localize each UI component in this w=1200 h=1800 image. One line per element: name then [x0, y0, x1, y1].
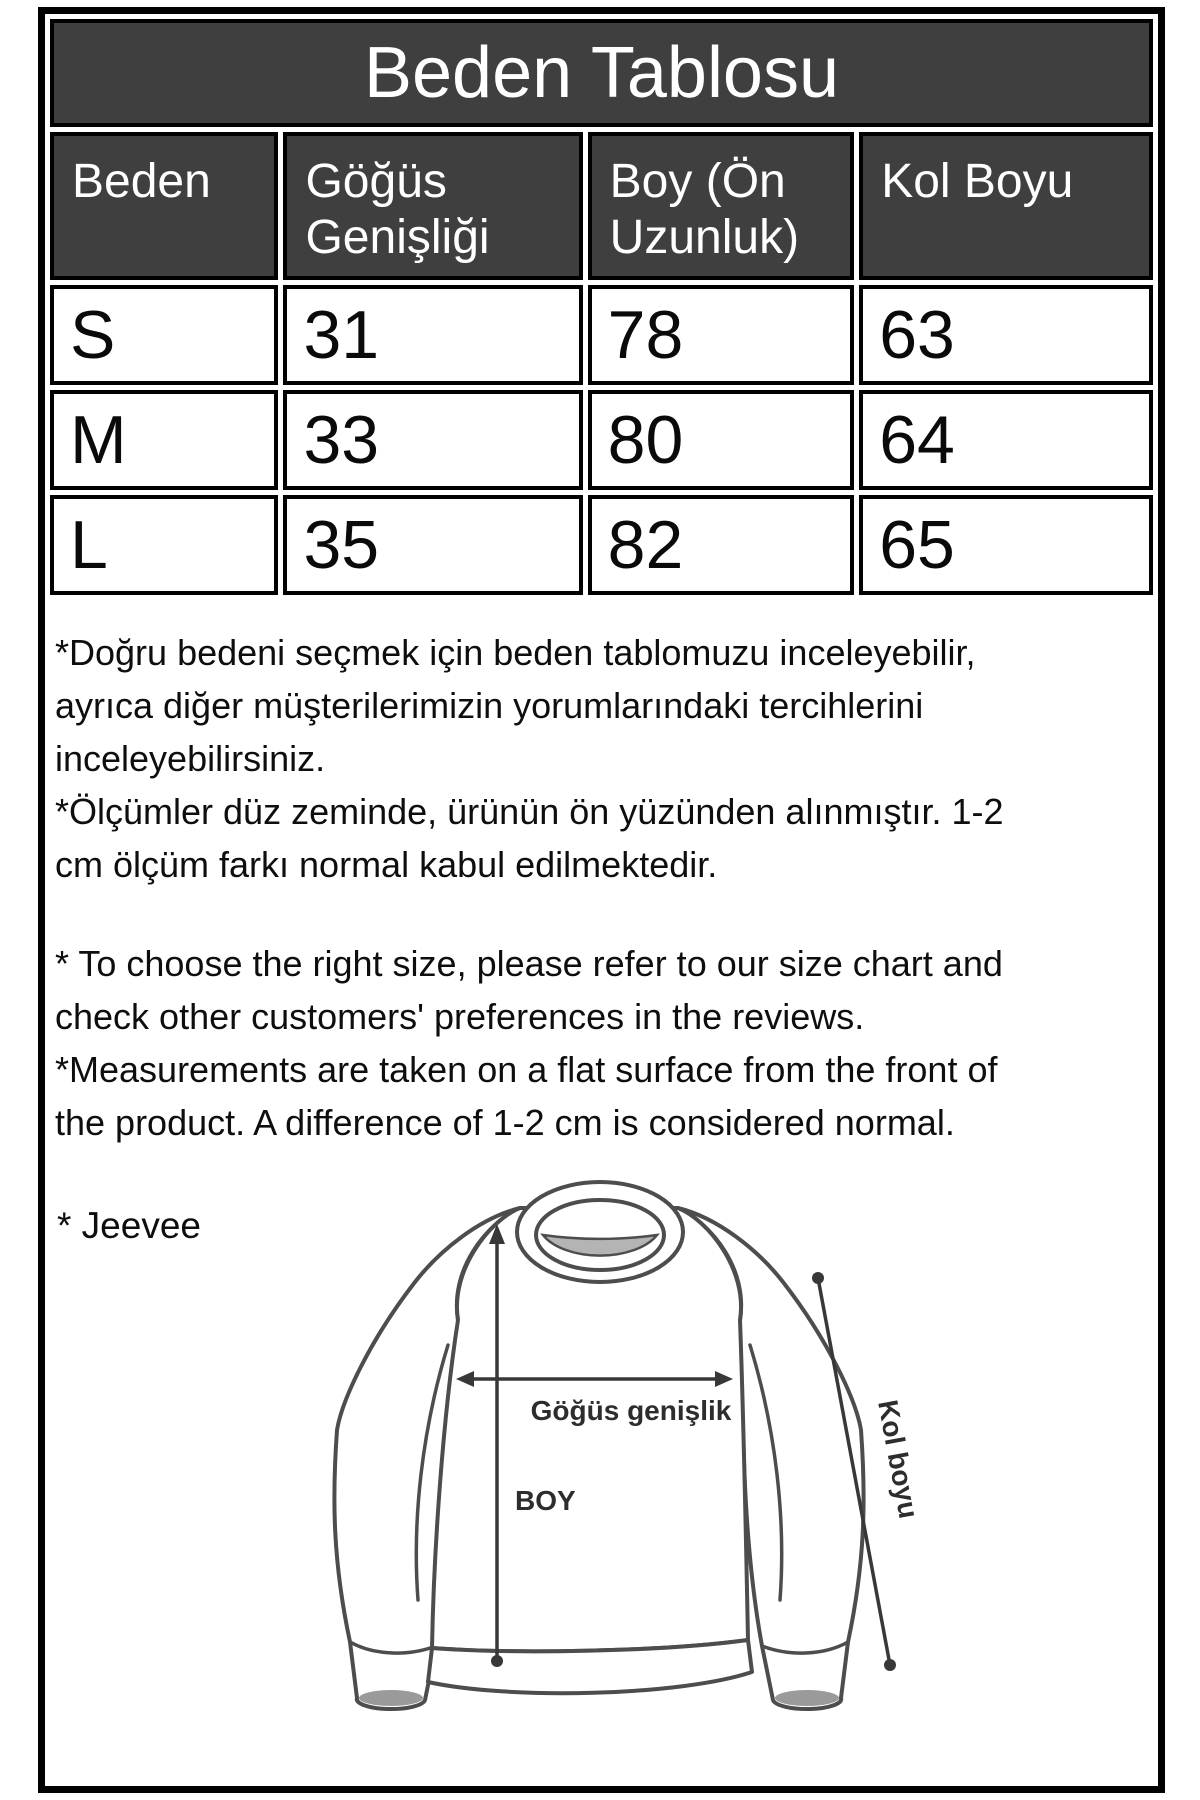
column-header-chest: Göğüs Genişliği — [283, 132, 583, 280]
column-header-length: Boy (Ön Uzunluk) — [587, 132, 855, 280]
notes-english: * To choose the right size, please refer… — [55, 943, 1003, 1143]
left-cuff-seam — [348, 1640, 438, 1655]
column-header-sleeve: Kol Boyu — [859, 132, 1153, 280]
cell-sleeve: 63 — [859, 285, 1153, 385]
cell-chest: 31 — [283, 285, 583, 385]
notes-turkish: *Doğru bedeni seçmek için beden tablomuz… — [55, 632, 1004, 885]
column-header-size: Beden — [50, 132, 279, 280]
size-table: Beden Tablosu Beden Göğüs Genişliği Boy … — [45, 14, 1158, 600]
table-row-l: L 35 82 65 — [50, 495, 1153, 595]
sweatshirt-measurement-diagram: BOY Göğüs genişlik Kol boyu — [332, 1180, 920, 1712]
right-armhole-fold — [748, 1343, 784, 1602]
brand-line: * Jeevee — [57, 1205, 201, 1246]
chest-arrowhead-right — [715, 1371, 733, 1387]
right-cuff-shading — [775, 1690, 839, 1706]
cell-chest: 33 — [283, 390, 583, 490]
cell-sleeve: 65 — [859, 495, 1153, 595]
sleeve-arrow-dot-top — [812, 1272, 824, 1284]
sleeve-label: Kol boyu — [872, 1397, 920, 1520]
table-title-row: Beden Tablosu — [50, 19, 1153, 127]
cell-chest: 35 — [283, 495, 583, 595]
cell-size: M — [50, 390, 279, 490]
cell-length: 78 — [587, 285, 855, 385]
chest-arrowhead-left — [456, 1371, 474, 1387]
sweatshirt-waistband — [426, 1638, 754, 1696]
cell-sleeve: 64 — [859, 390, 1153, 490]
table-title: Beden Tablosu — [50, 19, 1153, 127]
cell-size: L — [50, 495, 279, 595]
collar-inner — [534, 1198, 666, 1272]
table-row-s: S 31 78 63 — [50, 285, 1153, 385]
cell-length: 82 — [587, 495, 855, 595]
outer-frame: Beden Tablosu Beden Göğüs Genişliği Boy … — [38, 7, 1165, 1793]
cell-size: S — [50, 285, 279, 385]
chest-label: Göğüs genişlik — [531, 1395, 732, 1426]
left-cuff-shading — [359, 1690, 423, 1706]
length-arrow-dot — [491, 1655, 503, 1667]
sleeve-arrow-dot-bottom — [884, 1659, 896, 1671]
length-label: BOY — [515, 1485, 576, 1516]
cell-length: 80 — [587, 390, 855, 490]
collar-back-shading — [540, 1233, 660, 1257]
table-header-row: Beden Göğüs Genişliği Boy (Ön Uzunluk) K… — [50, 132, 1153, 280]
sleeve-arrow — [816, 1277, 892, 1666]
left-armhole-fold — [414, 1343, 450, 1602]
length-arrowhead — [489, 1224, 505, 1244]
right-cuff-seam — [760, 1640, 850, 1655]
table-row-m: M 33 80 64 — [50, 390, 1153, 490]
